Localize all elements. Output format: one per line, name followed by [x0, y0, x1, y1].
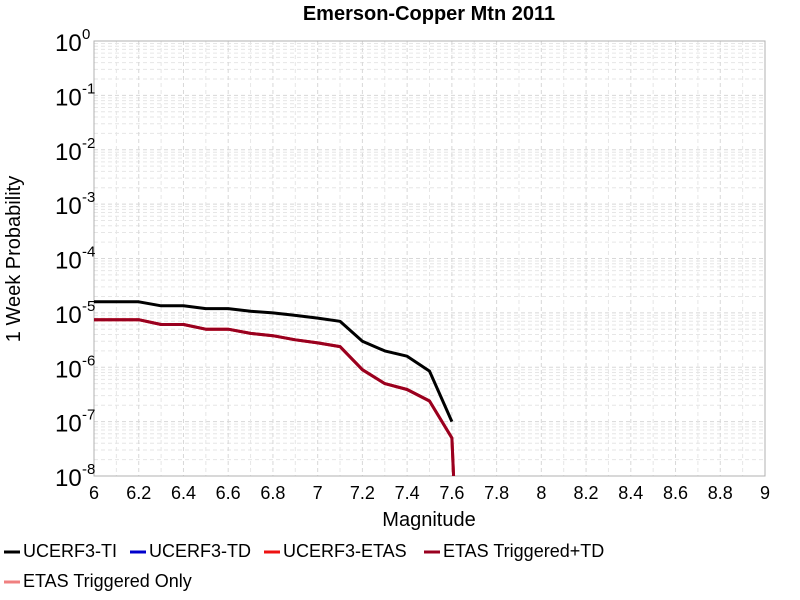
y-tick-exponent: -8: [82, 461, 95, 478]
y-tick-label: 10 -8: [55, 461, 95, 492]
y-tick-base: 10: [55, 248, 82, 275]
chart-title: Emerson-Copper Mtn 2011: [303, 3, 555, 25]
y-tick-label: 10 -5: [55, 298, 95, 329]
y-tick-exponent: -6: [82, 352, 95, 369]
legend-label: ETAS Triggered Only: [23, 571, 192, 591]
legend-item: UCERF3-TD: [130, 541, 251, 561]
x-tick-label: 8: [536, 483, 546, 503]
plot-area: [93, 40, 766, 477]
legend-label: UCERF3-TI: [23, 541, 117, 561]
legend-item: ETAS Triggered Only: [4, 571, 192, 591]
y-tick-label: 10 -6: [55, 352, 95, 383]
legend-item: UCERF3-TI: [4, 541, 117, 561]
y-tick-label: 10 -2: [55, 135, 95, 166]
y-tick-base: 10: [55, 30, 82, 57]
y-tick-base: 10: [55, 465, 82, 492]
x-tick-label: 7.8: [484, 483, 509, 503]
y-tick-exponent: -2: [82, 135, 95, 152]
y-tick-label: 10 -7: [55, 407, 95, 438]
x-tick-label: 6.4: [171, 483, 196, 503]
legend-label: ETAS Triggered+TD: [443, 541, 604, 561]
x-tick-label: 7.2: [350, 483, 375, 503]
x-tick-label: 7.6: [439, 483, 464, 503]
y-tick-label: 10 0: [55, 26, 90, 57]
y-tick-base: 10: [55, 193, 82, 220]
y-tick-exponent: -1: [82, 80, 95, 97]
y-axis-label: 1 Week Probability: [3, 176, 25, 342]
x-tick-label: 8.6: [663, 483, 688, 503]
y-tick-exponent: -7: [82, 407, 95, 424]
x-tick-label: 6.6: [216, 483, 241, 503]
x-tick-label: 8.2: [574, 483, 599, 503]
legend-item: UCERF3-ETAS: [264, 541, 407, 561]
x-tick-label: 6: [89, 483, 99, 503]
x-axis-ticks: 6 6.2 6.4 6.6 6.8 7 7.2 7.4 7.6 7.8 8 8.2 8.4 8.6 8.8 9: [89, 483, 770, 503]
x-axis-label: Magnitude: [382, 509, 475, 531]
x-tick-label: 8.8: [708, 483, 733, 503]
x-tick-label: 8.4: [618, 483, 643, 503]
y-tick-exponent: -4: [82, 244, 95, 261]
grid: [93, 40, 766, 477]
x-tick-label: 7.4: [395, 483, 420, 503]
x-tick-label: 7: [313, 483, 323, 503]
y-tick-label: 10 -4: [55, 244, 95, 275]
series-layer: [94, 300, 456, 476]
y-tick-base: 10: [55, 411, 82, 438]
legend: UCERF3-TI UCERF3-TD UCERF3-ETAS ETAS Trigge…: [4, 541, 604, 591]
y-tick-exponent: -3: [82, 189, 95, 206]
x-tick-label: 6.2: [126, 483, 151, 503]
x-tick-label: 6.8: [260, 483, 285, 503]
y-tick-exponent: -5: [82, 298, 95, 315]
y-tick-label: 10 -3: [55, 189, 95, 220]
x-tick-label: 9: [760, 483, 770, 503]
y-tick-base: 10: [55, 139, 82, 166]
y-tick-exponent: 0: [82, 26, 90, 43]
y-tick-base: 10: [55, 356, 82, 383]
legend-label: UCERF3-TD: [149, 541, 251, 561]
y-tick-base: 10: [55, 84, 82, 111]
legend-label: UCERF3-ETAS: [283, 541, 407, 561]
series-line-etas-triggered-td: [94, 318, 456, 476]
y-tick-label: 10 -1: [55, 80, 95, 111]
legend-item: ETAS Triggered+TD: [424, 541, 604, 561]
series-line-ucerf3-etas: [94, 318, 456, 476]
series-line-ucerf3-ti: [94, 300, 454, 423]
y-tick-base: 10: [55, 302, 82, 329]
